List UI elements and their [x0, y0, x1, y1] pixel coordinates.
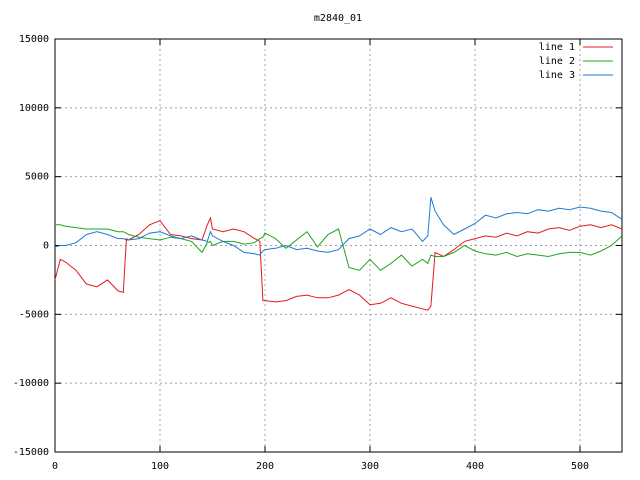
y-tick-label: 0 [43, 241, 49, 252]
series-line [55, 224, 623, 271]
x-tick-label: 100 [151, 461, 169, 472]
x-tick-label: 500 [571, 461, 589, 472]
x-tick-label: 0 [52, 461, 58, 472]
plot-frame [54, 38, 623, 453]
x-tick-label: 300 [361, 461, 379, 472]
series-line [54, 197, 623, 256]
x-tick-label: 200 [256, 461, 274, 472]
legend-label: line 3 [539, 70, 575, 81]
y-tick-label: 5000 [25, 172, 49, 183]
series-line [54, 216, 623, 311]
y-tick-label: 15000 [19, 34, 49, 45]
y-tick-label: -10000 [13, 378, 49, 389]
y-tick-label: -15000 [13, 447, 49, 458]
y-tick-label: 10000 [19, 103, 49, 114]
y-tick-label: -5000 [19, 309, 49, 320]
legend-label: line 2 [539, 56, 575, 67]
chart-title: m2840_01 [314, 13, 362, 24]
x-tick-label: 400 [466, 461, 484, 472]
legend-label: line 1 [539, 42, 575, 53]
